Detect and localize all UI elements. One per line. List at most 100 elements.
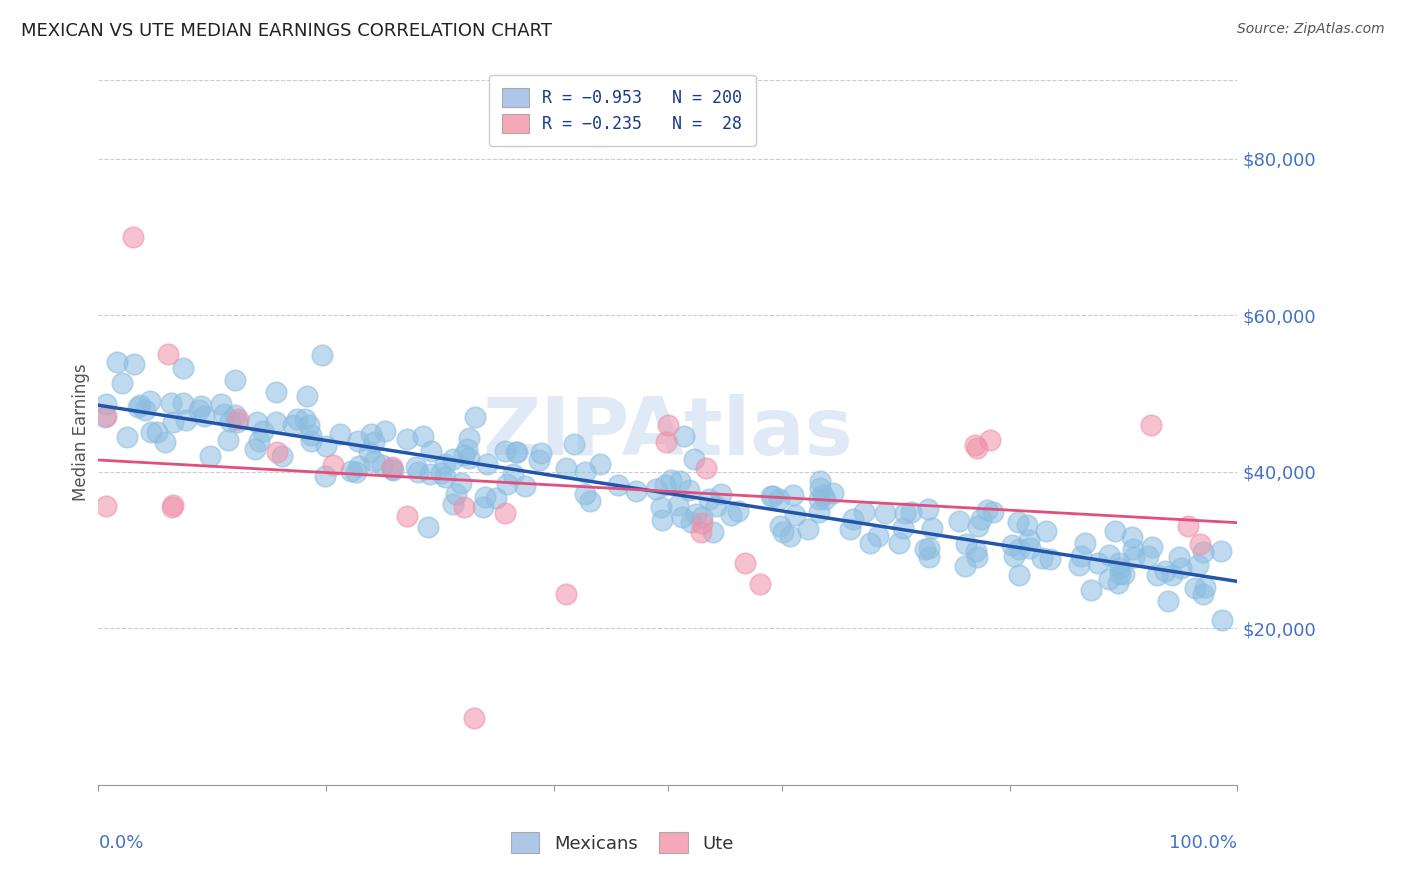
Point bbox=[1031, 551, 1053, 566]
Point bbox=[441, 451, 464, 466]
Point bbox=[875, 506, 897, 520]
Point bbox=[340, 465, 363, 479]
Point bbox=[769, 519, 792, 533]
Point bbox=[1070, 549, 1092, 564]
Point bbox=[785, 508, 807, 522]
Point bbox=[921, 521, 943, 535]
Point bbox=[894, 506, 917, 520]
Point bbox=[494, 506, 516, 520]
Point bbox=[866, 528, 889, 542]
Point bbox=[900, 505, 922, 519]
Point bbox=[363, 435, 385, 450]
Point bbox=[948, 514, 970, 528]
Point bbox=[1008, 542, 1031, 557]
Point bbox=[299, 434, 322, 448]
Point bbox=[1170, 560, 1192, 574]
Point bbox=[979, 433, 1001, 447]
Point bbox=[772, 525, 794, 540]
Point bbox=[513, 479, 536, 493]
Point bbox=[1109, 561, 1132, 575]
Point bbox=[1008, 568, 1031, 582]
Point bbox=[966, 442, 988, 456]
Point bbox=[371, 458, 394, 472]
Point bbox=[918, 541, 941, 556]
Point bbox=[1039, 552, 1062, 566]
Point bbox=[706, 499, 728, 513]
Point bbox=[228, 412, 250, 426]
Point bbox=[1161, 567, 1184, 582]
Point bbox=[198, 449, 221, 463]
Point bbox=[685, 507, 707, 521]
Point bbox=[1168, 549, 1191, 564]
Point bbox=[159, 395, 181, 409]
Point bbox=[381, 462, 404, 476]
Point bbox=[749, 576, 772, 591]
Point bbox=[264, 384, 287, 399]
Point bbox=[530, 446, 553, 460]
Point bbox=[188, 402, 211, 417]
Point bbox=[299, 428, 322, 442]
Point bbox=[93, 409, 115, 424]
Point bbox=[146, 425, 169, 440]
Point bbox=[294, 412, 316, 426]
Point bbox=[266, 445, 288, 459]
Point bbox=[887, 535, 910, 549]
Point bbox=[408, 465, 430, 479]
Point bbox=[1177, 518, 1199, 533]
Point bbox=[363, 454, 385, 468]
Point bbox=[1192, 587, 1215, 601]
Text: Source: ZipAtlas.com: Source: ZipAtlas.com bbox=[1237, 22, 1385, 37]
Point bbox=[94, 499, 117, 513]
Point bbox=[727, 504, 749, 518]
Point bbox=[433, 457, 456, 471]
Point bbox=[842, 511, 865, 525]
Point bbox=[430, 467, 453, 481]
Point bbox=[224, 373, 246, 387]
Point bbox=[1122, 541, 1144, 556]
Point bbox=[453, 500, 475, 514]
Point bbox=[96, 397, 118, 411]
Point bbox=[624, 483, 647, 498]
Point bbox=[1108, 556, 1130, 570]
Point bbox=[1157, 594, 1180, 608]
Point bbox=[1184, 581, 1206, 595]
Point bbox=[976, 503, 998, 517]
Point bbox=[1209, 544, 1232, 558]
Point bbox=[1188, 537, 1211, 551]
Point bbox=[495, 477, 517, 491]
Legend: Mexicans, Ute: Mexicans, Ute bbox=[503, 825, 741, 861]
Point bbox=[1191, 545, 1213, 559]
Point bbox=[1137, 549, 1160, 564]
Point bbox=[1080, 583, 1102, 598]
Point bbox=[457, 451, 479, 466]
Point bbox=[1194, 580, 1216, 594]
Point bbox=[405, 459, 427, 474]
Point bbox=[129, 398, 152, 412]
Point bbox=[193, 409, 215, 424]
Point bbox=[527, 452, 550, 467]
Point bbox=[659, 473, 682, 487]
Point bbox=[768, 492, 790, 507]
Point bbox=[673, 429, 696, 443]
Point bbox=[852, 505, 875, 519]
Point bbox=[690, 524, 713, 539]
Point bbox=[574, 465, 596, 479]
Point bbox=[690, 516, 713, 530]
Point bbox=[162, 415, 184, 429]
Point bbox=[419, 467, 441, 482]
Point bbox=[224, 408, 246, 422]
Point bbox=[464, 409, 486, 424]
Point bbox=[762, 489, 785, 503]
Point bbox=[162, 498, 184, 512]
Point bbox=[893, 521, 915, 535]
Point bbox=[574, 486, 596, 500]
Point bbox=[1087, 556, 1109, 570]
Point bbox=[690, 509, 713, 524]
Point bbox=[650, 500, 672, 514]
Point bbox=[374, 424, 396, 438]
Point bbox=[1187, 558, 1209, 572]
Point bbox=[271, 449, 294, 463]
Point bbox=[281, 417, 304, 432]
Point bbox=[720, 508, 742, 523]
Point bbox=[347, 458, 370, 473]
